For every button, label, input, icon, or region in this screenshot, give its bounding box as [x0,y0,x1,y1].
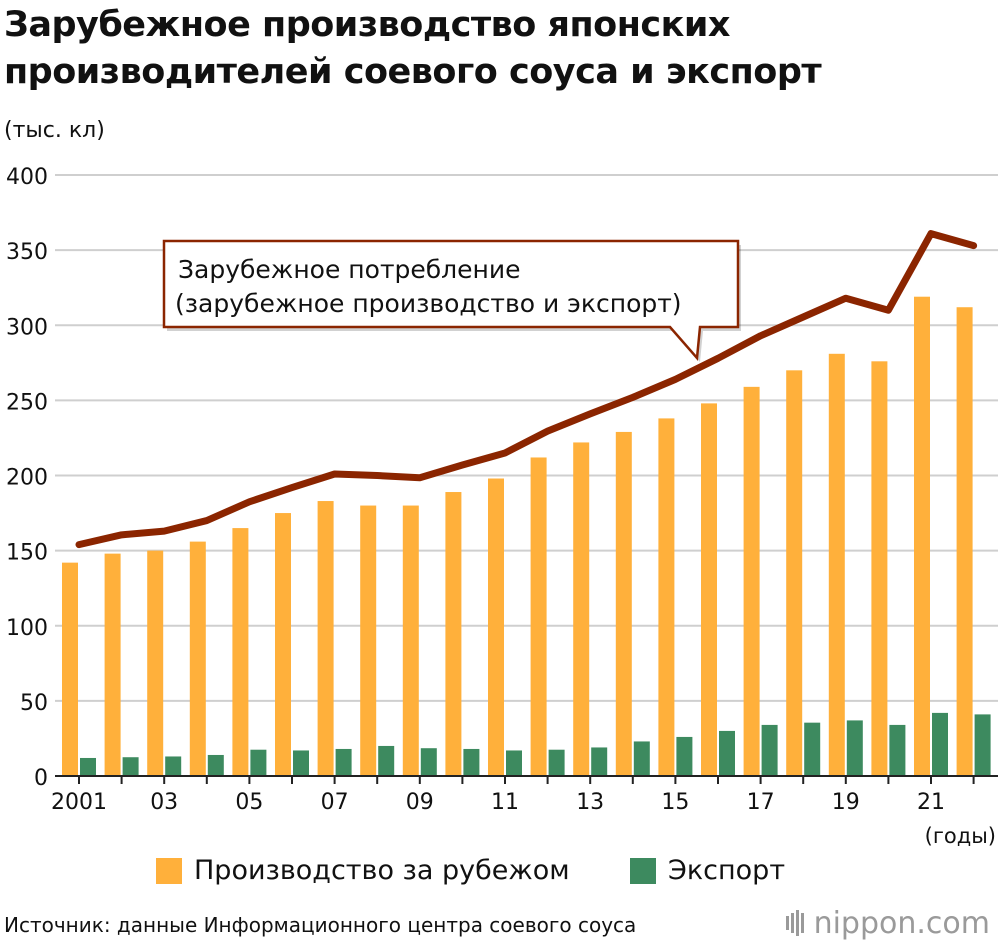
x-tick-label: 19 [832,790,860,815]
bar-export [335,748,352,776]
bar-export [207,754,224,776]
y-tick-label: 50 [20,691,48,716]
nippon-logo: nippon.com [785,906,990,941]
chart-title: Зарубежное производство японских произво… [4,2,994,96]
x-tick-label: 05 [235,790,263,815]
callout-box [162,239,740,362]
bar-export [591,747,608,776]
x-unit-label: (годы) [925,824,996,848]
bar-production [189,541,206,776]
x-tick-label: 2001 [51,790,107,815]
y-tick-label: 200 [6,466,48,491]
bar-export [293,750,309,776]
legend: Производство за рубежом Экспорт [0,855,1000,895]
y-tick-label: 100 [6,616,48,641]
bar-export [932,712,948,776]
y-tick-label: 150 [6,541,48,566]
bar-export [889,724,906,776]
bar-production [147,550,164,776]
x-tick-label: 11 [491,790,519,815]
y-tick-label: 350 [6,240,48,265]
bar-export [80,757,96,776]
bar-export [165,756,182,776]
bar-export [250,749,267,776]
x-tick-label: 07 [321,790,349,815]
legend-item-production: Производство за рубежом [156,855,570,886]
x-tick-label: 15 [661,790,689,815]
y-tick-label: 250 [6,390,48,415]
x-tick-label: 21 [917,790,945,815]
bar-production [275,513,291,776]
bar-export [761,724,778,776]
bar-production [914,296,930,776]
bar-export [974,714,991,776]
legend-item-export: Экспорт [630,855,785,886]
bar-production [317,501,334,776]
bar-production [488,478,504,776]
bar-export [719,730,735,776]
nippon-logo-icon [785,910,804,936]
bar-production [104,553,121,776]
title-line-1: Зарубежное производство японских [4,5,731,45]
bar-production [445,492,462,776]
x-tick-label: 17 [747,790,775,815]
bar-export [676,736,693,776]
y-tick-label: 300 [6,315,48,340]
bar-production [786,370,803,776]
source-note: Источник: данные Информационного центра … [4,913,637,937]
logo-text: nippon.com [813,906,990,941]
bar-export [506,750,522,776]
bar-production [701,403,717,776]
legend-label-export: Экспорт [668,855,786,886]
y-tick-label: 0 [34,766,48,791]
callout-line-2: (зарубежное производство и экспорт) [175,289,682,318]
bar-export [378,745,395,776]
x-tick-label: 13 [576,790,604,815]
bar-production [871,361,888,776]
y-unit-label: (тыс. кл) [4,118,105,143]
bar-production [573,442,590,776]
bar-production [360,505,377,776]
bar-production [232,528,249,776]
bar-export [633,741,650,776]
bar-export [804,722,821,776]
bar-export [548,749,565,776]
bar-export [463,748,480,776]
line-consumption [75,230,978,549]
bar-production [402,505,419,776]
bar-production [743,386,760,776]
bar-production [615,431,632,776]
bar-production [62,562,78,776]
x-tick-label: 09 [406,790,434,815]
bar-production [828,353,845,776]
bar-production [658,418,675,776]
callout-line-1: Зарубежное потребление [178,255,521,284]
bar-production [530,457,547,776]
title-line-2: производителей соевого соуса и экспорт [4,52,822,92]
y-tick-label: 400 [6,165,48,190]
legend-label-production: Производство за рубежом [194,855,570,886]
bar-export [846,720,863,776]
bar-production [956,307,973,776]
bar-export [122,757,139,776]
x-tick-label: 03 [150,790,178,815]
legend-swatch-export [630,857,656,884]
bar-export [420,748,437,776]
legend-swatch-production [156,857,182,884]
